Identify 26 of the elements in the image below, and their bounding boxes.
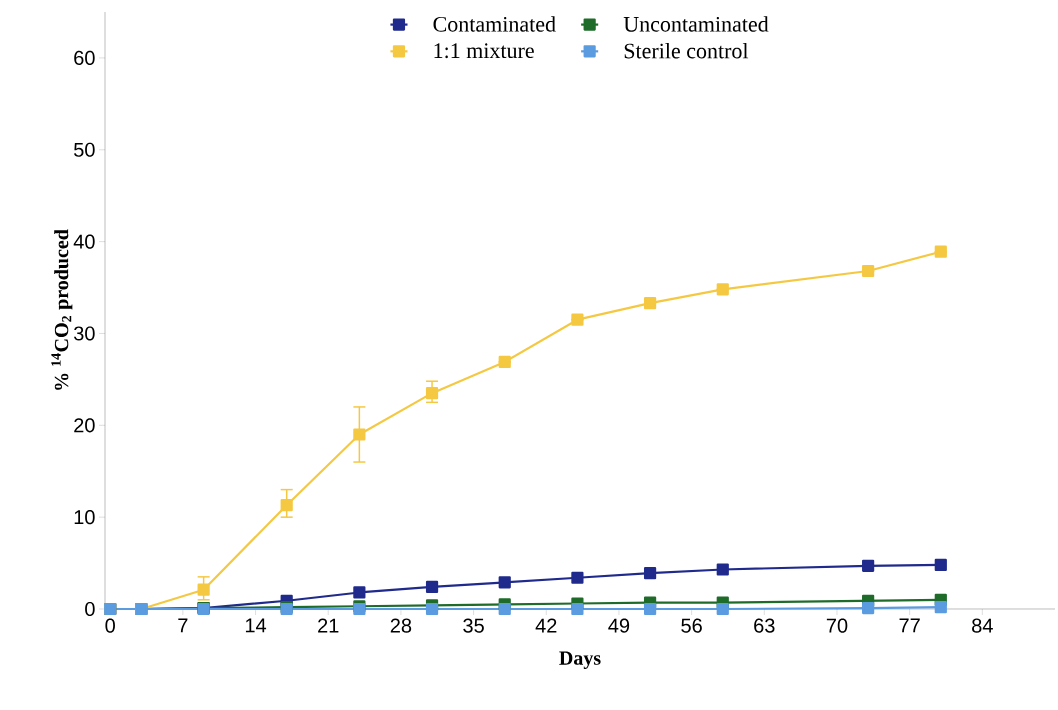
x-tick-label: 0 [105,618,115,633]
x-tick-label: 49 [608,618,630,633]
y-tick-label: 0 [85,601,95,617]
x-tick-label: 77 [899,618,920,633]
x-tick-label: 56 [681,618,702,633]
y-tick-label: 10 [74,510,95,525]
y-tick-label: 60 [74,50,95,65]
legend-label: Uncontaminated [623,16,769,32]
legend-label: 1:1 mixture [434,43,534,59]
y-tick-label: 50 [74,142,95,157]
x-tick-label: 35 [463,618,484,633]
x-tick-label: 42 [535,618,557,633]
x-tick-label: 7 [178,618,188,633]
x-tick-label: 84 [972,618,993,633]
y-tick-label: 30 [73,326,95,341]
x-tick-label: 63 [754,618,775,633]
x-tick-label: 21 [318,618,339,633]
legend-label: Contaminated [433,16,556,32]
legend-label: Sterile control [624,42,749,59]
x-tick-label: 28 [390,618,412,633]
y-axis-title: % $^{14}$CO$_{2}$ produced [51,229,73,390]
x-tick-label: 14 [245,618,267,633]
y-tick-label: 40 [73,234,95,249]
x-tick-label: 70 [826,618,848,633]
y-tick-label: 20 [74,418,95,433]
x-axis-title: Days [559,651,601,669]
